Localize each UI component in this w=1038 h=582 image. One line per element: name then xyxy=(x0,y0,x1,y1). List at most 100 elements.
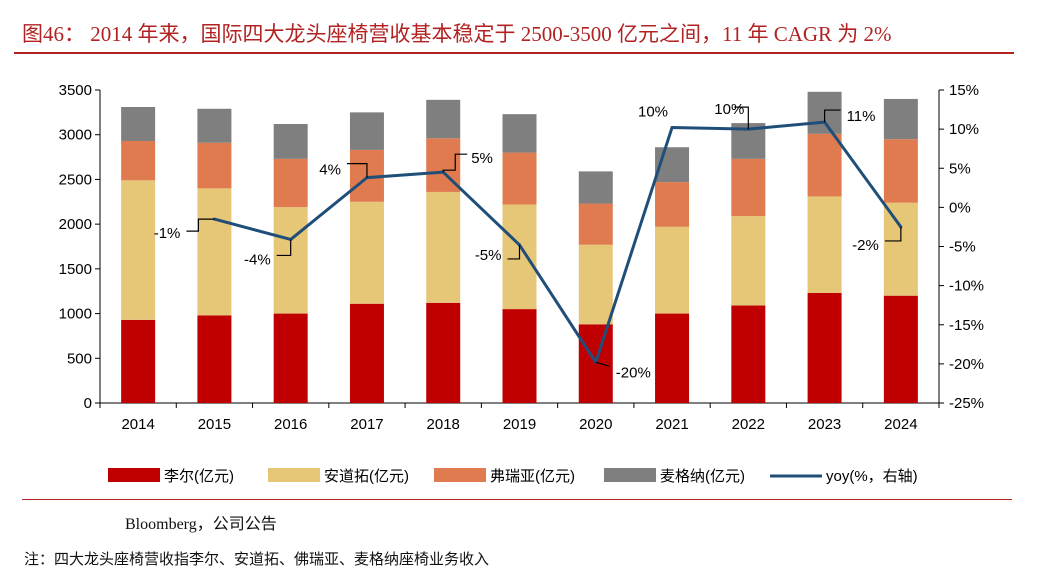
bar-segment xyxy=(655,313,690,403)
bar-segment xyxy=(883,139,918,203)
bar-segment xyxy=(883,202,918,296)
bar-segment xyxy=(578,244,613,325)
yoy-data-label: -4% xyxy=(244,251,271,268)
bar-segment xyxy=(731,305,766,403)
yoy-label-leader xyxy=(442,153,468,173)
bar-segment xyxy=(807,196,842,294)
right-tick-label: 10% xyxy=(949,121,979,138)
right-tick-label: -10% xyxy=(949,278,984,295)
left-tick-label: 1000 xyxy=(59,306,92,323)
right-tick-label: 0% xyxy=(949,199,971,216)
bar-segment xyxy=(349,112,384,150)
bar-segment xyxy=(121,180,156,320)
bar-segment xyxy=(731,158,766,217)
left-tick-label: 3500 xyxy=(59,82,92,99)
bar-segment xyxy=(273,158,308,208)
x-tick-label: 2022 xyxy=(732,416,765,433)
bar-segment xyxy=(121,319,156,403)
yoy-label-leader xyxy=(884,226,902,242)
source-text: Bloomberg，公司公告 xyxy=(125,516,277,533)
yoy-label-leader xyxy=(276,239,292,257)
bar-segment xyxy=(273,123,308,159)
bar-segment xyxy=(655,182,690,227)
yoy-label-leader xyxy=(186,218,215,232)
stacked-bar-line-chart: 0 500 1000 1500 2000 2500 3000 3500 -25% -20% -15%… xyxy=(59,82,984,485)
legend-label: 麦格纳(亿元) xyxy=(660,468,745,485)
bar-segment xyxy=(731,216,766,306)
yoy-data-label: 5% xyxy=(471,150,493,167)
x-tick-label: 2017 xyxy=(350,416,383,433)
yoy-point xyxy=(670,126,674,130)
x-tick-label: 2019 xyxy=(503,416,536,433)
bar-segment xyxy=(197,142,232,189)
right-tick-label: -20% xyxy=(949,356,984,373)
legend-swatch xyxy=(434,468,486,482)
bar-segment xyxy=(197,315,232,403)
yoy-data-label: 10% xyxy=(714,101,744,118)
yoy-data-label: -2% xyxy=(852,237,879,254)
x-tick-label: 2020 xyxy=(579,416,612,433)
bar-segment xyxy=(426,302,461,403)
legend-label: 弗瑞亚(亿元) xyxy=(490,468,575,485)
bar-segment xyxy=(426,99,461,139)
right-tick-label: -5% xyxy=(949,239,976,256)
left-tick-label: 0 xyxy=(84,395,92,412)
legend-swatch xyxy=(108,468,160,482)
bar-segment xyxy=(655,226,690,314)
bar-segment xyxy=(502,309,537,403)
legend-label: yoy(%，右轴) xyxy=(826,468,918,485)
bar-segment xyxy=(426,191,461,303)
bar-segment xyxy=(578,203,613,245)
chart-title: 图46： 2014 年来，国际四大龙头座椅营收基本稳定于 2500-3500 亿… xyxy=(22,22,892,46)
x-tick-label: 2014 xyxy=(121,416,154,433)
bar-segment xyxy=(502,114,537,153)
yoy-label-leader xyxy=(595,361,610,367)
bar-segment xyxy=(121,106,156,141)
bar-segment xyxy=(273,207,308,314)
bar-segment xyxy=(197,108,232,143)
x-tick-label: 2021 xyxy=(655,416,688,433)
yoy-data-label: -1% xyxy=(154,225,181,242)
bar-segment xyxy=(273,313,308,403)
yoy-data-label: 4% xyxy=(319,162,341,179)
left-tick-label: 2500 xyxy=(59,171,92,188)
title-divider xyxy=(14,52,1014,54)
bottom-divider xyxy=(22,499,1012,500)
yoy-data-label: -5% xyxy=(475,247,502,264)
left-tick-label: 500 xyxy=(67,350,92,367)
yoy-data-label: 11% xyxy=(847,108,876,125)
left-tick-label: 2000 xyxy=(59,216,92,233)
yoy-label-leader xyxy=(734,106,749,130)
yoy-label-leader xyxy=(346,163,368,178)
yoy-label-leader xyxy=(823,109,841,123)
right-tick-label: 5% xyxy=(949,160,971,177)
bar-segment xyxy=(883,295,918,403)
bar-segment xyxy=(883,98,918,140)
left-tick-label: 3000 xyxy=(59,127,92,144)
bar-segment xyxy=(807,133,842,197)
right-tick-label: -15% xyxy=(949,317,984,334)
legend-swatch xyxy=(268,468,320,482)
yoy-label-leader xyxy=(507,244,521,260)
right-tick-label: -25% xyxy=(949,395,984,412)
bar-segment xyxy=(349,303,384,403)
yoy-line xyxy=(214,120,903,364)
bar-segment xyxy=(197,188,232,316)
legend-label: 安道拓(亿元) xyxy=(324,468,409,485)
legend-label: 李尔(亿元) xyxy=(164,468,234,485)
legend-swatch xyxy=(604,468,656,482)
bar-segment xyxy=(121,140,156,181)
footnote: 注：四大龙头座椅营收指李尔、安道拓、佛瑞亚、麦格纳座椅业务收入 xyxy=(24,550,490,568)
x-tick-label: 2023 xyxy=(808,416,841,433)
x-tick-label: 2018 xyxy=(427,416,460,433)
bar-segment xyxy=(578,171,613,204)
bar-segment xyxy=(349,201,384,304)
x-tick-label: 2024 xyxy=(884,416,917,433)
bar-segment xyxy=(502,152,537,205)
x-tick-label: 2015 xyxy=(198,416,231,433)
x-tick-label: 2016 xyxy=(274,416,307,433)
yoy-data-label: -20% xyxy=(616,364,651,381)
right-tick-label: 15% xyxy=(949,82,979,99)
bar-segment xyxy=(807,293,842,403)
left-tick-label: 1500 xyxy=(59,261,92,278)
